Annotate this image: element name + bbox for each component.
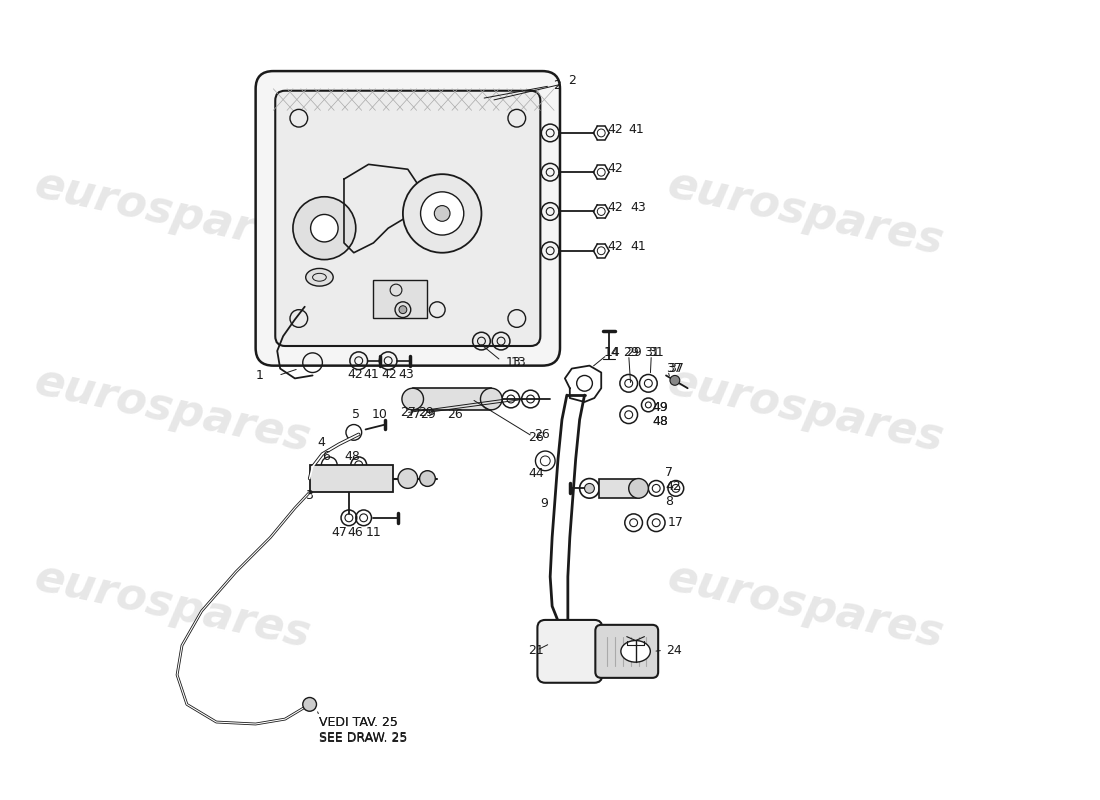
Text: 9: 9 <box>540 497 548 510</box>
Text: 14: 14 <box>603 346 619 359</box>
Text: 42: 42 <box>607 162 623 174</box>
Text: 10: 10 <box>372 408 387 422</box>
FancyBboxPatch shape <box>309 465 393 492</box>
Text: 13: 13 <box>510 356 527 369</box>
Text: eurospares: eurospares <box>663 163 947 264</box>
Ellipse shape <box>620 641 650 662</box>
Text: 41: 41 <box>629 122 645 135</box>
Text: 41: 41 <box>630 240 647 254</box>
Text: SEE DRAW. 25: SEE DRAW. 25 <box>319 731 408 744</box>
Text: VEDI TAV. 25: VEDI TAV. 25 <box>319 715 398 729</box>
Text: 2: 2 <box>553 79 561 92</box>
Text: 42: 42 <box>607 122 623 135</box>
Circle shape <box>419 470 436 486</box>
Text: 24: 24 <box>666 644 682 657</box>
Text: 14: 14 <box>604 346 620 359</box>
Circle shape <box>293 197 355 259</box>
Text: 27: 27 <box>400 406 416 419</box>
Text: 29: 29 <box>626 346 641 359</box>
Text: 37: 37 <box>668 362 684 375</box>
Circle shape <box>399 306 407 314</box>
Text: 26: 26 <box>447 408 463 422</box>
Text: 47: 47 <box>331 526 348 539</box>
Text: 42: 42 <box>346 368 363 381</box>
FancyBboxPatch shape <box>275 90 540 346</box>
Text: 43: 43 <box>630 201 647 214</box>
Text: 4: 4 <box>318 436 326 449</box>
Text: 6: 6 <box>322 450 330 463</box>
Text: 49: 49 <box>652 402 668 414</box>
Text: 8: 8 <box>666 494 673 508</box>
Text: SEE DRAW. 25: SEE DRAW. 25 <box>319 732 408 746</box>
Text: 11: 11 <box>365 526 382 539</box>
Text: 27: 27 <box>405 408 420 422</box>
Text: 42: 42 <box>607 240 623 254</box>
Circle shape <box>584 483 594 494</box>
Text: 48: 48 <box>344 450 360 463</box>
Text: 17: 17 <box>668 516 684 530</box>
Text: 42: 42 <box>607 201 623 214</box>
Text: eurospares: eurospares <box>30 359 315 460</box>
Text: 29: 29 <box>623 346 639 359</box>
Text: 42: 42 <box>666 480 681 493</box>
Text: 21: 21 <box>529 644 544 657</box>
FancyBboxPatch shape <box>412 388 492 410</box>
Circle shape <box>670 375 680 386</box>
Text: 43: 43 <box>398 368 414 381</box>
Text: 29: 29 <box>420 408 437 422</box>
Circle shape <box>403 174 482 253</box>
Text: 41: 41 <box>364 368 380 381</box>
Text: 5: 5 <box>352 408 360 422</box>
Text: 46: 46 <box>346 526 363 539</box>
Ellipse shape <box>306 269 333 286</box>
Text: 42: 42 <box>382 368 397 381</box>
Text: 1: 1 <box>255 369 264 382</box>
Circle shape <box>310 214 338 242</box>
Circle shape <box>629 478 648 498</box>
Text: 3: 3 <box>305 489 312 502</box>
Text: 48: 48 <box>652 415 668 428</box>
Circle shape <box>398 469 418 488</box>
Text: 49: 49 <box>652 402 668 414</box>
Text: 48: 48 <box>652 415 668 428</box>
FancyBboxPatch shape <box>373 280 428 318</box>
Text: 31: 31 <box>645 346 660 359</box>
Text: 7: 7 <box>666 466 673 479</box>
Text: eurospares: eurospares <box>663 359 947 460</box>
Text: 26: 26 <box>535 428 550 441</box>
Text: 44: 44 <box>529 467 544 480</box>
Circle shape <box>302 698 317 711</box>
Circle shape <box>481 388 502 410</box>
FancyBboxPatch shape <box>595 625 658 678</box>
Text: 13: 13 <box>506 356 521 369</box>
Circle shape <box>402 388 424 410</box>
Text: 29: 29 <box>419 406 435 419</box>
Text: 37: 37 <box>666 362 682 375</box>
Text: 2: 2 <box>568 74 575 87</box>
Text: eurospares: eurospares <box>663 556 947 657</box>
Circle shape <box>420 192 464 235</box>
FancyBboxPatch shape <box>255 71 560 366</box>
FancyBboxPatch shape <box>538 620 602 682</box>
FancyBboxPatch shape <box>600 478 638 498</box>
Text: VEDI TAV. 25: VEDI TAV. 25 <box>319 715 398 729</box>
Text: 26: 26 <box>529 431 544 444</box>
Text: eurospares: eurospares <box>30 163 315 264</box>
Text: eurospares: eurospares <box>30 556 315 657</box>
Circle shape <box>434 206 450 222</box>
Text: 31: 31 <box>648 346 664 359</box>
